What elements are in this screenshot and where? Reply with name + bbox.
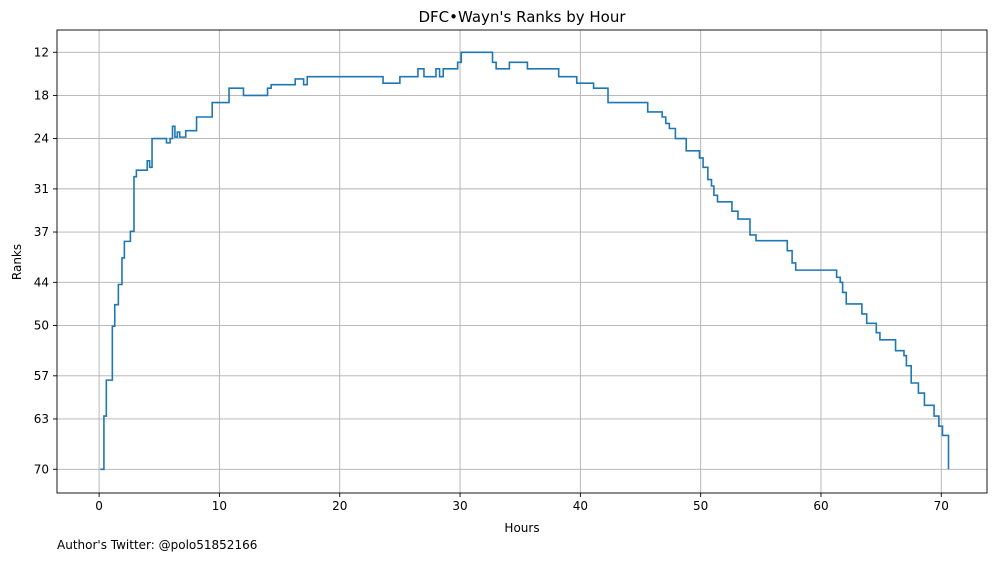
y-tick-label: 37: [34, 225, 49, 239]
grid: [57, 30, 987, 493]
chart-title: DFC•Wayn's Ranks by Hour: [418, 8, 626, 26]
x-axis-label: Hours: [504, 521, 539, 535]
y-tick-label: 12: [34, 45, 49, 59]
x-tick-label: 70: [934, 499, 949, 513]
y-tick-label: 70: [34, 462, 49, 476]
y-tick-label: 50: [34, 318, 49, 332]
y-tick-label: 63: [34, 412, 49, 426]
plot-frame: [56, 29, 988, 494]
y-tick-label: 31: [34, 182, 49, 196]
x-tick-label: 20: [332, 499, 347, 513]
y-axis-ticks: 12 18 24 31 37 44 50 57 63 70: [34, 45, 57, 476]
y-axis-label: Ranks: [10, 244, 24, 280]
y-tick-label: 24: [34, 132, 49, 146]
y-tick-label: 57: [34, 369, 49, 383]
author-credit: Author's Twitter: @polo51852166: [57, 538, 258, 552]
x-axis-ticks: 0 10 20 30 40 50 60 70: [95, 493, 949, 513]
x-tick-label: 60: [813, 499, 828, 513]
x-tick-label: 50: [693, 499, 708, 513]
series-line: [100, 51, 950, 471]
x-tick-label: 10: [212, 499, 227, 513]
y-tick-label: 18: [34, 88, 49, 102]
plot-area: [57, 30, 987, 493]
x-tick-label: 30: [452, 499, 467, 513]
x-tick-label: 0: [95, 499, 103, 513]
y-tick-label: 44: [34, 275, 49, 289]
x-tick-label: 40: [573, 499, 588, 513]
